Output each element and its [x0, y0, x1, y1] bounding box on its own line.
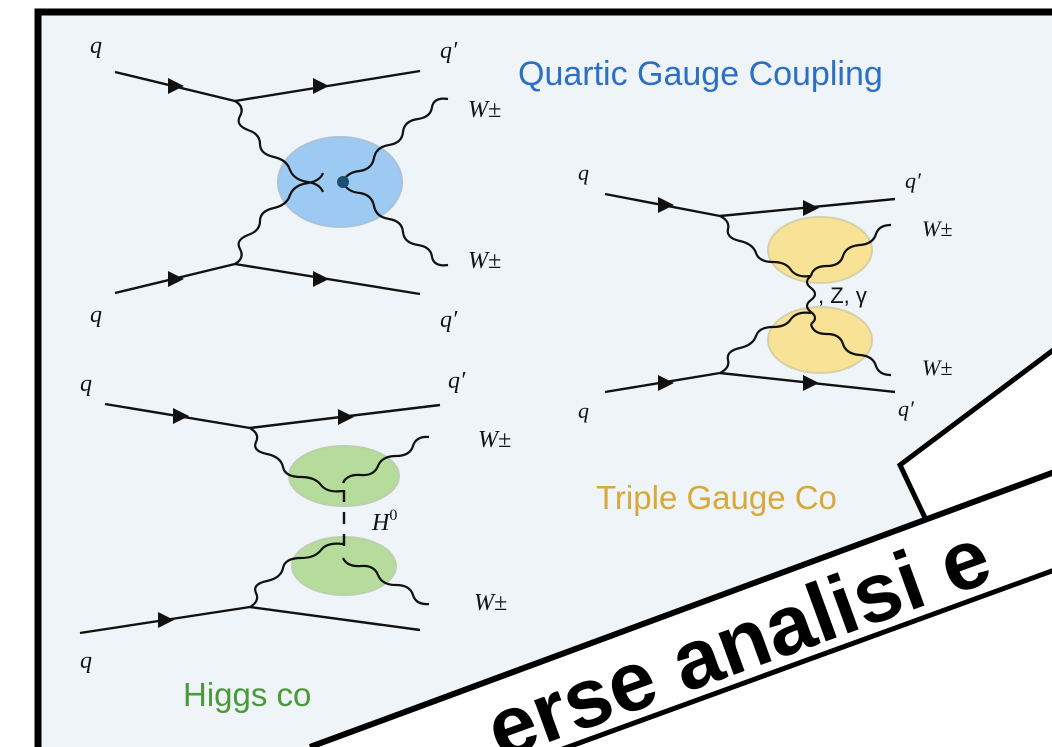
label-q-prime: q′	[440, 307, 458, 333]
label-q: q	[578, 160, 589, 185]
label-w: W±	[922, 216, 952, 241]
label-q: q	[578, 398, 589, 423]
boson-line	[341, 181, 449, 267]
triple-diagram: q q′ W± , Z, γ W± q q′ Triple Gauge Co	[578, 160, 952, 516]
label-w: W±	[478, 427, 511, 453]
label-q: q	[80, 371, 92, 397]
label-w: W±	[474, 590, 507, 616]
vertex-dot	[337, 176, 349, 188]
label-q-prime: q′	[440, 38, 458, 64]
triple-title: Triple Gauge Co	[596, 479, 837, 516]
quark-line	[249, 605, 421, 632]
boson-line	[234, 100, 325, 193]
boson-line	[234, 172, 325, 265]
label-q-prime: q′	[898, 396, 915, 421]
quartic-title: Quartic Gauge Coupling	[518, 55, 883, 93]
triple-blob	[767, 306, 873, 374]
mediator-line	[805, 275, 817, 325]
label-w: W±	[468, 97, 501, 123]
boson-line	[341, 97, 449, 183]
higgs-symbol: H	[371, 510, 391, 536]
higgs-title: Higgs co	[183, 676, 311, 713]
label-q: q	[90, 33, 102, 59]
label-q: q	[90, 302, 102, 328]
quartic-diagram: q q′ W± W± q q′ Quartic Gauge Coupling	[90, 33, 883, 333]
label-z-gamma: , Z, γ	[818, 283, 867, 308]
label-q-prime: q′	[448, 368, 466, 394]
triple-blob	[767, 216, 873, 284]
higgs-superscript: 0	[389, 507, 397, 524]
label-higgs: H0	[371, 507, 397, 536]
label-w: W±	[922, 355, 952, 380]
overlay-card-edge	[308, 469, 1052, 747]
higgs-diagram: q q′ W± H0 W± q Higgs co	[79, 368, 511, 713]
banner-underline	[560, 568, 1052, 747]
label-q: q	[80, 648, 92, 674]
label-w: W±	[468, 248, 501, 274]
label-q-prime: q′	[905, 168, 922, 193]
